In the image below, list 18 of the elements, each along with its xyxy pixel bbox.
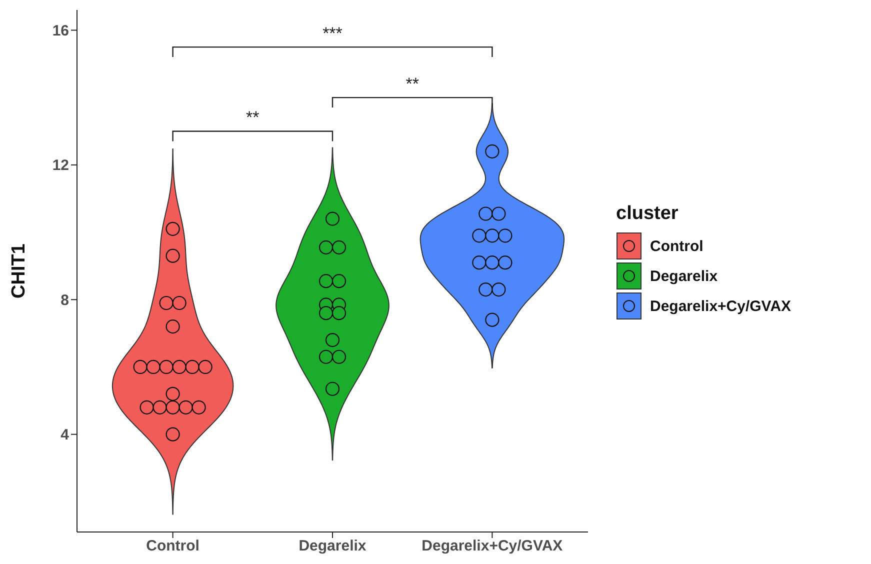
y-tick-label: 16 bbox=[52, 22, 69, 40]
x-tick-label: Control bbox=[146, 538, 200, 555]
x-tick-label: Degarelix bbox=[298, 538, 367, 555]
significance-bracket: *** bbox=[172, 24, 493, 58]
legend-label: Degarelix bbox=[650, 268, 718, 284]
significance-bracket: ** bbox=[172, 108, 334, 142]
significance-bracket: ** bbox=[332, 74, 493, 108]
legend-label: Control bbox=[650, 238, 704, 254]
annotation: ** bbox=[246, 108, 260, 128]
y-axis-title: CHIT1 bbox=[8, 243, 30, 298]
x-tick-label: Degarelix+Cy/GVAX bbox=[422, 538, 563, 555]
annotation: ** bbox=[406, 74, 420, 94]
y-tick-label: 4 bbox=[60, 426, 70, 444]
y-tick-label: 8 bbox=[60, 292, 69, 309]
y-tick-label: 12 bbox=[52, 157, 69, 174]
legend-label: Degarelix+Cy/GVAX bbox=[650, 298, 792, 314]
legend-title: cluster bbox=[616, 203, 680, 225]
annotation: *** bbox=[322, 24, 343, 44]
